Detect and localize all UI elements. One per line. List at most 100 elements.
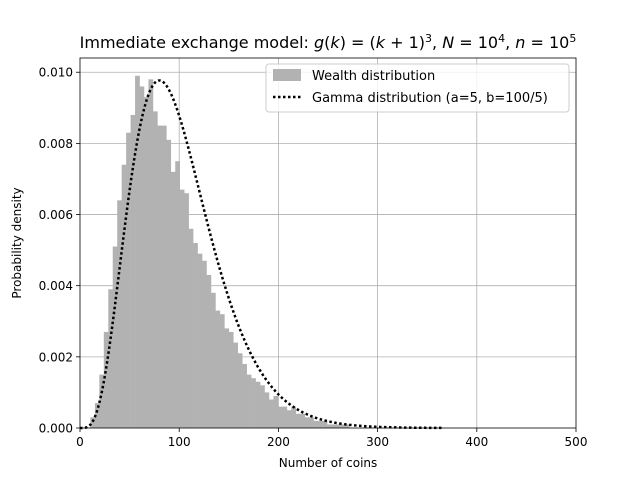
x-tick-label: 400 xyxy=(465,435,488,449)
legend-label-wealth: Wealth distribution xyxy=(312,69,435,84)
histogram-bar xyxy=(233,342,239,428)
histogram-bar xyxy=(309,417,314,428)
histogram-bar xyxy=(117,200,122,428)
chart-title-math-part: + 1) xyxy=(385,33,425,52)
histogram-bar xyxy=(300,413,305,428)
histogram-bar xyxy=(99,374,105,428)
histogram-bar xyxy=(255,381,261,428)
chart-title-math-part: ) = ( xyxy=(340,33,376,52)
y-tick-label: 0.000 xyxy=(39,422,73,436)
histogram-bar xyxy=(224,328,230,428)
chart-title-math-part: , xyxy=(505,33,515,52)
histogram-bar xyxy=(193,243,198,428)
x-axis-ticks: 0 100 200 300 400 500 xyxy=(76,428,587,449)
histogram-bar xyxy=(161,125,167,428)
histogram-bar xyxy=(282,406,288,428)
histogram-bar xyxy=(197,253,203,428)
legend-label-gamma: Gamma distribution (a=5, b=100/5) xyxy=(312,91,548,106)
chart-title-math-part: = 10 xyxy=(525,33,569,52)
chart-title-math-part: g xyxy=(314,33,324,52)
histogram-bar xyxy=(251,378,256,428)
histogram-bar xyxy=(148,79,154,428)
x-tick-label: 0 xyxy=(76,435,84,449)
histogram-bar xyxy=(322,420,328,428)
histogram-bar xyxy=(260,385,265,428)
histogram-bar xyxy=(291,406,297,428)
chart-title-math-part: = 10 xyxy=(454,33,498,52)
histogram-bar xyxy=(90,417,96,428)
histogram-bar xyxy=(135,75,140,429)
histogram-bar xyxy=(246,374,252,428)
histogram-bar xyxy=(94,403,100,428)
chart-title-prefix: Immediate exchange model: xyxy=(80,33,314,52)
histogram-bar xyxy=(112,246,118,428)
y-tick-label: 0.006 xyxy=(39,208,73,222)
x-tick-label: 100 xyxy=(168,435,191,449)
histogram-bar xyxy=(206,275,212,428)
histogram-bar xyxy=(340,424,346,428)
x-axis-label: Number of coins xyxy=(279,456,378,470)
histogram-bar xyxy=(166,139,172,429)
histogram-bar xyxy=(210,292,216,428)
y-axis-ticks: 0.000 0.002 0.004 0.006 0.008 0.010 xyxy=(39,66,80,436)
y-axis-label: Probability density xyxy=(10,187,24,298)
legend-patch-wealth xyxy=(273,69,301,81)
chart-title-math-part: k xyxy=(330,33,340,52)
histogram-bar xyxy=(121,164,127,428)
histogram-bar xyxy=(237,353,243,428)
histogram-bar xyxy=(242,363,247,428)
histogram-bar xyxy=(228,331,234,428)
histogram-bar xyxy=(143,97,149,428)
histogram-bar xyxy=(331,424,337,428)
x-tick-label: 300 xyxy=(366,435,389,449)
histogram-bar xyxy=(126,132,131,428)
histogram-bars xyxy=(90,75,350,429)
histogram-bar xyxy=(157,125,163,428)
histogram-bar xyxy=(108,289,114,428)
histogram-bar xyxy=(188,228,194,428)
histogram-bar xyxy=(335,424,341,428)
histogram-bar xyxy=(139,86,145,428)
chart-title: Immediate exchange model: g(k) = (k + 1)… xyxy=(80,32,577,53)
histogram-bar xyxy=(170,171,176,428)
histogram-bar xyxy=(215,310,221,428)
chart-title-math-part: , xyxy=(432,33,442,52)
chart-title-math-part: k xyxy=(376,33,386,52)
legend-box xyxy=(265,63,570,113)
legend: Wealth distribution Gamma distribution (… xyxy=(265,63,570,113)
chart-title-math-part: ( xyxy=(324,33,330,52)
histogram-bar xyxy=(202,260,207,428)
histogram-bar xyxy=(179,189,185,428)
histogram-bar xyxy=(304,417,310,428)
histogram-bar xyxy=(318,420,323,428)
chart-title-math-part: n xyxy=(515,33,525,52)
histogram-bar xyxy=(130,114,136,428)
histogram-bar xyxy=(175,161,180,428)
x-tick-label: 200 xyxy=(267,435,290,449)
histogram-bar xyxy=(268,399,274,428)
histogram-bar xyxy=(152,111,158,428)
histogram-bar xyxy=(313,420,319,428)
chart-title-math-part: N xyxy=(442,33,454,52)
y-tick-label: 0.010 xyxy=(39,66,73,80)
y-tick-label: 0.008 xyxy=(39,137,73,151)
histogram-bar xyxy=(344,424,350,428)
histogram-bar xyxy=(277,406,283,428)
y-tick-label: 0.004 xyxy=(39,279,73,293)
histogram-bar xyxy=(103,331,109,428)
histogram-bar xyxy=(219,314,225,428)
y-tick-label: 0.002 xyxy=(39,350,73,364)
histogram-bar xyxy=(327,424,332,428)
histogram-bar xyxy=(295,413,301,428)
histogram-bar xyxy=(264,392,270,428)
chart-title-math-part: 4 xyxy=(498,32,505,45)
x-tick-label: 500 xyxy=(565,435,588,449)
histogram-bar xyxy=(273,395,279,428)
histogram-bar xyxy=(286,410,292,428)
gamma-curve-layer xyxy=(80,79,443,430)
histogram-bar xyxy=(184,193,189,428)
chart-title-math-part: 3 xyxy=(425,32,432,45)
gamma-curve xyxy=(80,79,443,430)
plot-frame xyxy=(79,57,577,429)
